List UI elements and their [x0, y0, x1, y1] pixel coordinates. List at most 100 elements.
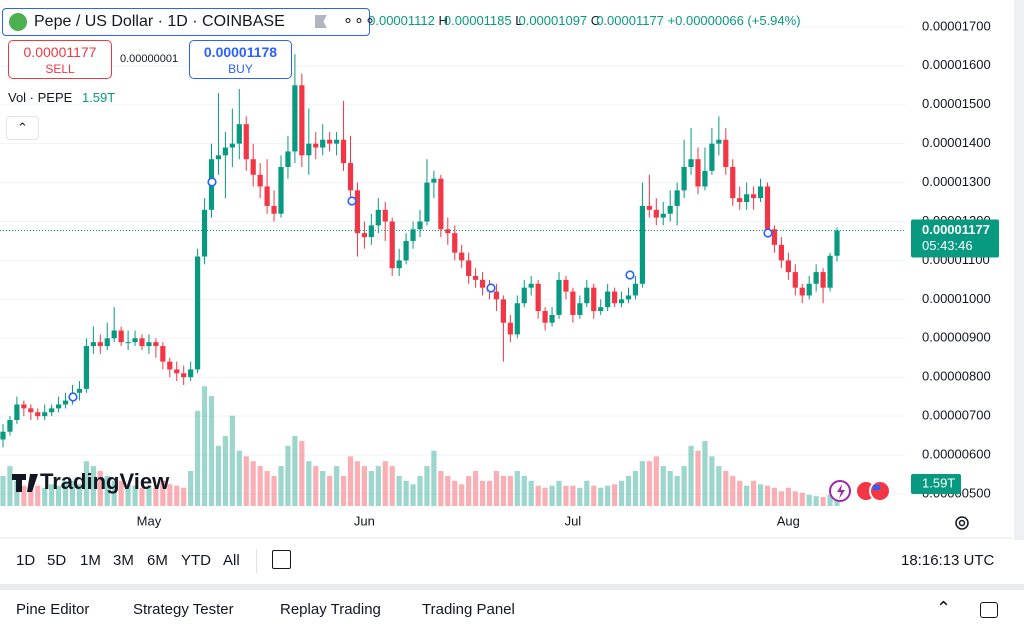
- collapse-button[interactable]: ⌃: [6, 116, 39, 140]
- y-tick-label: 0.00000800: [922, 369, 991, 384]
- volume-bar: [42, 487, 48, 506]
- volume-bar: [646, 461, 652, 506]
- timeframe[interactable]: 1M: [80, 552, 101, 569]
- volume-bar: [674, 475, 680, 506]
- tab[interactable]: Pine Editor: [16, 601, 90, 618]
- volume-bar: [431, 450, 437, 506]
- collapse-panel[interactable]: ⌃: [936, 598, 952, 618]
- candle-body: [90, 342, 96, 347]
- sell-label: SELL: [45, 62, 75, 76]
- clock[interactable]: 18:16:13 UTC: [901, 552, 995, 569]
- volume-bar: [104, 475, 110, 506]
- volume-bar: [639, 461, 645, 506]
- volume-bar: [764, 485, 771, 506]
- volume-bar: [167, 484, 173, 506]
- candle-body: [806, 283, 812, 296]
- volume-bar: [313, 466, 319, 506]
- chart: 0.000005000.000006000.000007000.00000800…: [0, 0, 1024, 540]
- candle-body: [431, 178, 437, 183]
- tab[interactable]: Trading Panel: [422, 601, 515, 618]
- volume-legend: Vol · PEPE 1.59T: [8, 90, 115, 105]
- timeframe[interactable]: 1D: [16, 552, 36, 569]
- candle-body: [354, 190, 361, 234]
- event-marker[interactable]: [625, 270, 635, 280]
- maximize-panel[interactable]: [980, 602, 998, 618]
- volume-bar: [201, 386, 208, 506]
- y-tick-label: 0.00001600: [922, 57, 991, 72]
- candle-body: [125, 342, 131, 344]
- candle-body: [799, 287, 805, 296]
- candle-body: [473, 275, 479, 280]
- volume-bar: [702, 440, 708, 506]
- candle-body: [215, 155, 222, 160]
- volume-bar: [771, 487, 778, 506]
- timeframe[interactable]: 5D: [47, 552, 67, 569]
- tab[interactable]: Replay Trading: [280, 601, 381, 618]
- event-marker[interactable]: [486, 283, 496, 293]
- gear-icon[interactable]: [955, 516, 969, 530]
- timeframe[interactable]: YTD: [181, 552, 211, 569]
- candle-body: [591, 287, 597, 312]
- candle-body: [347, 163, 354, 191]
- x-tick-label: Jul: [565, 513, 582, 528]
- candle-body: [744, 194, 750, 203]
- candle-body: [771, 229, 778, 245]
- volume-bar: [744, 485, 750, 506]
- volume-bar: [438, 471, 444, 506]
- event-markers: [68, 177, 773, 402]
- ohlc-value: 0.00001185: [443, 13, 512, 28]
- volume-bar: [14, 480, 20, 506]
- more-button[interactable]: ∘∘∘: [343, 12, 377, 29]
- event-marker[interactable]: [347, 196, 357, 206]
- symbol-box[interactable]: Pepe / US Dollar · 1D · COINBASE ∘∘∘: [2, 8, 375, 36]
- volume-bar: [535, 485, 541, 506]
- volume-bar: [625, 475, 632, 506]
- volume-bar: [577, 487, 583, 506]
- flag-button[interactable]: [315, 15, 327, 28]
- event-marker[interactable]: [68, 392, 78, 402]
- buy-button[interactable]: 0.00001178 BUY: [189, 40, 292, 79]
- candle-body: [535, 283, 541, 312]
- candle-body: [139, 338, 145, 347]
- ohlc-value: 0.00001177: [596, 13, 664, 28]
- candle-body: [605, 291, 611, 308]
- event-marker[interactable]: [763, 228, 773, 238]
- volume-bar: [723, 471, 729, 506]
- candle-body: [340, 139, 347, 164]
- volume-bar: [153, 487, 159, 506]
- sell-button[interactable]: 0.00001177 SELL: [8, 40, 112, 79]
- volume-bar: [0, 475, 6, 506]
- volume-bar: [118, 480, 124, 506]
- volume-bar: [215, 445, 222, 506]
- volume-bar: [799, 492, 805, 506]
- volume-bar: [271, 475, 277, 506]
- tab[interactable]: Strategy Tester: [133, 601, 234, 618]
- volume-bar: [292, 436, 298, 506]
- candle-body: [0, 431, 6, 440]
- event-marker[interactable]: [207, 177, 217, 187]
- candle-body: [361, 233, 367, 238]
- volume-bar: [542, 487, 548, 506]
- volume-bar: [354, 461, 361, 506]
- volume-bar: [598, 487, 604, 506]
- volume-bar: [514, 471, 520, 506]
- candle-body: [751, 194, 757, 199]
- volume-bar: [667, 471, 673, 506]
- timeframe[interactable]: All: [223, 552, 240, 569]
- volume-bar: [236, 450, 242, 506]
- volume-bar: [396, 475, 402, 506]
- candle-body: [695, 159, 701, 187]
- logo-text: TradingView: [40, 469, 170, 494]
- volume-bar: [139, 487, 145, 506]
- volume-bar: [361, 466, 367, 506]
- volume-bar: [403, 480, 409, 506]
- candle-body: [28, 408, 34, 413]
- timeframe[interactable]: 6M: [147, 552, 168, 569]
- timeframe[interactable]: 3M: [113, 552, 134, 569]
- volume-bar: [410, 484, 416, 506]
- date-range-button[interactable]: [272, 550, 291, 569]
- volume-bar: [125, 484, 131, 506]
- y-tick-label: 0.00001400: [922, 135, 991, 150]
- volume-legend-label: Vol · PEPE: [8, 90, 73, 105]
- candle-body: [528, 283, 534, 288]
